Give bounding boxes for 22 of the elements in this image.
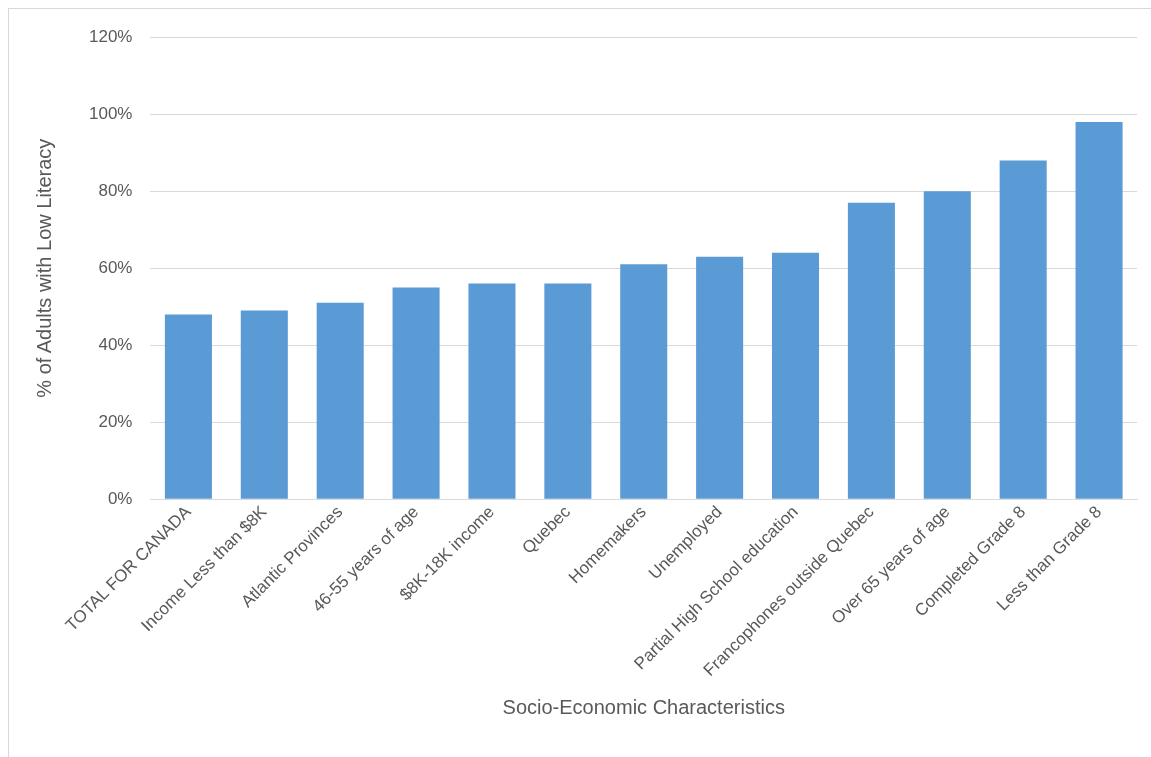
y-tick-label: 20%	[98, 411, 133, 431]
bar	[696, 256, 744, 499]
y-tick-label: 120%	[89, 26, 133, 46]
bar	[392, 287, 440, 499]
bar	[999, 160, 1047, 499]
bar	[164, 314, 212, 499]
y-axis-title: % of Adults with Low Literacy	[32, 138, 55, 398]
y-tick-label: 100%	[89, 103, 133, 123]
y-tick-label: 60%	[98, 257, 133, 277]
bar	[240, 310, 288, 499]
bar	[923, 191, 971, 499]
bar	[1075, 121, 1123, 499]
bar	[544, 283, 592, 499]
y-tick-label: 40%	[98, 334, 133, 354]
y-tick-label: 0%	[107, 488, 133, 508]
y-tick-label: 80%	[98, 180, 133, 200]
bar	[468, 283, 516, 499]
bar	[620, 264, 668, 499]
bar	[771, 252, 820, 499]
bar	[847, 202, 895, 499]
bar	[316, 302, 364, 499]
x-axis-title: Socio-Economic Characteristics	[502, 695, 785, 718]
